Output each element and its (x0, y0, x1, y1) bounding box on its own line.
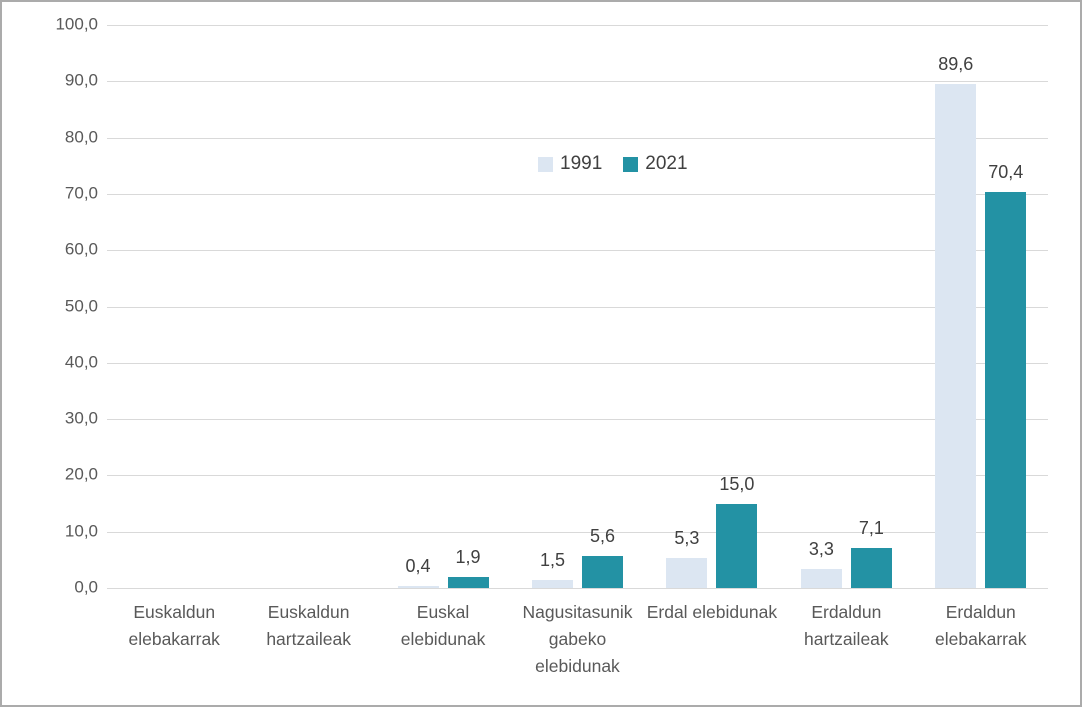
gridline (107, 137, 1048, 139)
y-tick-label: 80,0 (64, 127, 98, 147)
bar-value-label: 5,3 (674, 528, 700, 548)
gridline (107, 306, 1048, 308)
legend-label: 2021 (645, 153, 688, 174)
y-tick-label: 20,0 (64, 464, 98, 484)
y-tick-label: 40,0 (64, 352, 98, 372)
gridline (107, 193, 1048, 195)
chart-legend: 1991 2021 (538, 153, 688, 175)
y-tick-label: 50,0 (64, 296, 98, 316)
gridline (107, 362, 1048, 364)
legend-item-2021: 2021 (623, 153, 688, 175)
bar-value-label: 70,4 (988, 162, 1024, 182)
legend-item-1991: 1991 (538, 153, 602, 175)
y-tick-label: 10,0 (64, 521, 98, 541)
legend-label: 1991 (560, 153, 603, 174)
legend-swatch-1991 (538, 156, 553, 172)
bar-value-label: 5,6 (589, 526, 616, 546)
y-tick-label: 100,0 (55, 14, 98, 34)
bar-value-label: 15,0 (719, 474, 755, 494)
bar-2021-3 (582, 556, 623, 588)
bar-value-label: 0,4 (405, 556, 431, 576)
bar-1991-6 (935, 84, 977, 588)
bar-1991-4 (666, 558, 708, 588)
bar-value-label: 89,6 (938, 54, 974, 74)
category-label-2: Euskal elebidunak (400, 602, 486, 649)
bar-1991-3 (532, 580, 573, 588)
bar-2021-4 (716, 504, 758, 588)
bar-value-label: 3,3 (808, 539, 834, 559)
y-tick-label: 70,0 (64, 183, 98, 203)
y-tick-label: 30,0 (64, 408, 98, 428)
bar-value-label: 1,9 (455, 547, 481, 567)
bar-value-label: 7,1 (858, 518, 884, 538)
y-tick-label: 60,0 (64, 239, 98, 259)
gridline (107, 531, 1048, 533)
legend-swatch-2021 (623, 156, 639, 172)
y-tick-label: 90,0 (64, 70, 98, 90)
category-label-0: Euskaldun elebakarrak (128, 602, 220, 649)
gridline (107, 250, 1048, 252)
y-tick-label: 0,0 (74, 577, 98, 597)
bar-1991-2 (397, 586, 439, 588)
bar-2021-5 (850, 548, 892, 588)
bar-2021-2 (447, 577, 489, 588)
category-label-3: Nagusitasunik gabeko elebidunak (522, 602, 633, 676)
gridline (107, 81, 1048, 83)
gridline (107, 475, 1048, 477)
gridline (107, 419, 1048, 421)
category-label-6: Erdaldun elebakarrak (935, 602, 1027, 649)
category-label-1: Euskaldun hartzaileak (266, 602, 351, 649)
gridline (107, 25, 1048, 26)
bar-1991-5 (800, 569, 842, 588)
category-label-4: Erdal elebidunak (646, 602, 778, 622)
bar-value-label: 1,5 (539, 550, 566, 570)
bar-2021-6 (985, 192, 1027, 588)
gridline (107, 588, 1048, 589)
category-label-5: Erdaldun hartzaileak (804, 602, 889, 649)
